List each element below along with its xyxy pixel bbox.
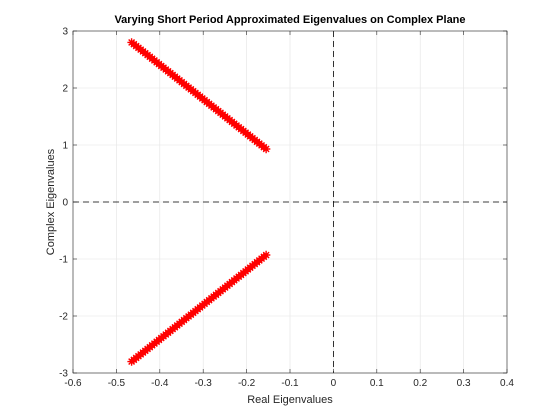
series-layer xyxy=(127,38,271,366)
x-tick-label: 0.1 xyxy=(370,378,384,389)
x-tick-label: 0.4 xyxy=(500,378,514,389)
x-tick-label: -0.4 xyxy=(151,378,169,389)
y-tick-label: 2 xyxy=(62,84,68,95)
x-tick-labels: -0.6 -0.5 -0.4 -0.3 -0.2 -0.1 0 0.1 0.2 0.3 0.4 xyxy=(64,378,514,389)
reference-lines xyxy=(73,31,507,373)
y-tick-label: -2 xyxy=(59,312,68,323)
x-tick-label: -0.6 xyxy=(64,378,82,389)
y-tick-labels: -3 -2 -1 0 1 2 3 xyxy=(59,27,68,380)
x-tick-label: -0.1 xyxy=(281,378,299,389)
y-tick-label: 3 xyxy=(62,27,68,38)
ticks xyxy=(72,30,508,374)
data-point xyxy=(261,250,271,260)
x-tick-label: 0 xyxy=(331,378,337,389)
series-0 xyxy=(127,38,271,154)
y-tick-label: 1 xyxy=(62,141,68,152)
x-tick-label: -0.3 xyxy=(195,378,213,389)
x-tick-label: 0.2 xyxy=(413,378,427,389)
x-axis-label: Real Eigenvalues xyxy=(247,394,333,406)
x-tick-label: -0.2 xyxy=(238,378,256,389)
data-point xyxy=(261,144,271,154)
y-tick-label: -1 xyxy=(59,255,68,266)
chart-title: Varying Short Period Approximated Eigenv… xyxy=(114,14,465,26)
y-tick-label: -3 xyxy=(59,369,68,380)
series-1 xyxy=(127,250,271,366)
x-tick-label: -0.5 xyxy=(108,378,126,389)
y-axis-label: Complex Eigenvalues xyxy=(45,148,57,255)
y-tick-label: 0 xyxy=(62,198,68,209)
x-tick-label: 0.3 xyxy=(457,378,471,389)
